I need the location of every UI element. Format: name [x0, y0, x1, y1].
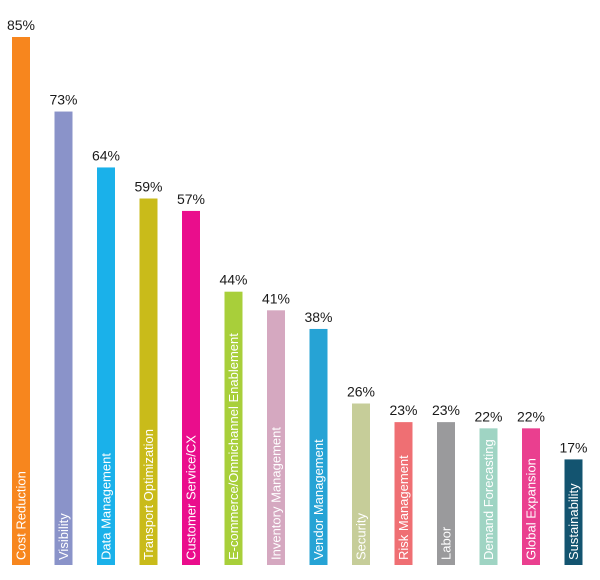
bar-5 — [224, 291, 243, 565]
value-label-6: 41% — [262, 290, 290, 306]
bar-12 — [522, 428, 540, 565]
category-label-4: Customer Service/CX — [184, 435, 199, 560]
category-label-1: Visibility — [56, 513, 71, 560]
bar-1 — [54, 111, 73, 566]
value-label-2: 64% — [92, 147, 120, 163]
value-label-3: 59% — [134, 179, 162, 195]
value-label-12: 22% — [517, 408, 545, 424]
bar-11 — [479, 428, 498, 565]
value-label-11: 22% — [474, 408, 502, 424]
category-labels-group: Cost Reduction Visibility Data Management T… — [14, 333, 582, 560]
value-label-9: 23% — [389, 402, 417, 418]
category-label-6: Inventory Management — [269, 427, 284, 560]
bar-9 — [394, 422, 413, 565]
value-label-7: 38% — [304, 309, 332, 325]
bar-4 — [182, 210, 200, 565]
category-label-2: Data Management — [99, 453, 114, 560]
category-label-13: Sustainability — [566, 483, 581, 560]
value-label-10: 23% — [432, 402, 460, 418]
value-label-13: 17% — [559, 439, 587, 455]
category-label-11: Demand Forecasting — [481, 439, 496, 560]
category-label-5: E-commerce/Omnichannel Enablement — [226, 333, 241, 560]
category-label-7: Vendor Management — [311, 439, 326, 560]
value-label-0: 85% — [7, 17, 35, 33]
bar-3 — [139, 198, 158, 565]
category-label-8: Security — [354, 513, 369, 560]
category-label-3: Transport Optimization — [141, 429, 156, 560]
bar-6 — [267, 310, 285, 565]
value-label-5: 44% — [219, 272, 247, 288]
bar-10 — [437, 422, 455, 565]
bar-13 — [564, 459, 583, 565]
bar-7 — [309, 328, 328, 565]
value-labels-group: 85% 73% 64% 59% 57% 44% 41% 38% 26% 23% 23% 22% 22% 1… — [7, 17, 588, 455]
bar-0 — [12, 37, 30, 565]
value-label-4: 57% — [177, 191, 205, 207]
value-label-1: 73% — [49, 92, 77, 108]
bar-8 — [352, 403, 370, 565]
category-label-12: Global Expansion — [524, 458, 539, 560]
bar-2 — [97, 167, 115, 565]
category-label-9: Risk Management — [396, 455, 411, 560]
bars-group — [12, 37, 583, 566]
value-label-8: 26% — [347, 383, 375, 399]
category-label-10: Labor — [439, 526, 454, 560]
category-label-0: Cost Reduction — [14, 471, 29, 560]
